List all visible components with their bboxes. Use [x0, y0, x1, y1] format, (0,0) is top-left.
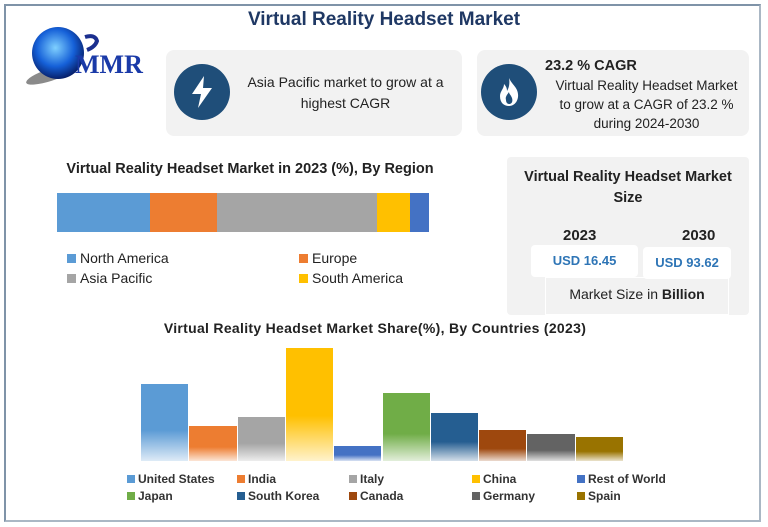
flame-icon — [481, 64, 537, 120]
infographic-frame — [4, 4, 761, 522]
legend-swatch — [67, 253, 76, 263]
value-2030: USD 93.62 — [643, 247, 731, 279]
legend-item: United States — [127, 472, 215, 486]
legend-item: China — [472, 472, 516, 486]
highlight-text: Asia Pacific market to grow at a highest… — [247, 74, 444, 111]
legend-label: Asia Pacific — [80, 270, 153, 286]
legend-label: Italy — [360, 472, 385, 486]
region-segment — [216, 193, 377, 232]
legend-item: Italy — [349, 472, 384, 486]
legend-label: Spain — [588, 489, 621, 503]
country-bar — [285, 348, 334, 461]
note-unit: Billion — [661, 286, 705, 302]
legend-item: Asia Pacific — [67, 270, 152, 286]
legend-swatch — [472, 492, 480, 500]
legend-label: Canada — [360, 489, 404, 503]
note-text: Market Size in — [569, 286, 662, 302]
region-segment — [410, 193, 429, 232]
region-stacked-bar — [57, 193, 429, 232]
country-bar — [334, 446, 382, 461]
lightning-icon — [174, 64, 230, 120]
region-chart-title: Virtual Reality Headset Market in 2023 (… — [66, 161, 434, 177]
country-bar — [382, 392, 430, 461]
market-size-card: Virtual Reality Headset Market Size 2023… — [507, 157, 749, 315]
region-segment — [150, 193, 217, 232]
legend-swatch — [237, 475, 245, 483]
country-bar — [575, 436, 623, 461]
legend-swatch — [577, 492, 585, 500]
highlight-card-cagr: 23.2 % CAGR Virtual Reality Headset Mark… — [477, 50, 749, 136]
logo: MMR — [15, 25, 160, 85]
legend-swatch — [299, 273, 308, 283]
country-bar — [430, 412, 479, 461]
country-bar — [527, 433, 575, 461]
legend-swatch — [299, 253, 308, 263]
logo-text: MMR — [75, 50, 143, 79]
region-segment — [57, 193, 150, 232]
legend-item: Germany — [472, 489, 535, 503]
country-chart-title: Virtual Reality Headset Market Share(%),… — [163, 320, 587, 336]
country-legend: United States India Italy China Rest of Worl… — [127, 472, 672, 508]
country-bar-chart — [141, 340, 624, 461]
legend-label: Europe — [312, 250, 358, 266]
legend-label: Japan — [138, 489, 173, 503]
legend-label: Germany — [483, 489, 536, 503]
legend-item: Rest of World — [577, 472, 666, 486]
region-legend: North America Europe Asia Pacific South … — [67, 250, 447, 294]
highlight-card-region: Asia Pacific market to grow at a highest… — [166, 50, 462, 136]
legend-swatch — [349, 475, 357, 483]
legend-item: Spain — [577, 489, 621, 503]
legend-label: North America — [80, 250, 169, 266]
legend-swatch — [472, 475, 480, 483]
legend-swatch — [127, 492, 135, 500]
legend-label: China — [483, 472, 517, 486]
legend-item: South Korea — [237, 489, 319, 503]
cagr-heading: 23.2 % CAGR — [545, 58, 637, 74]
country-bar — [189, 425, 237, 461]
year-2023: 2023 — [563, 227, 597, 244]
market-size-note: Market Size in Billion — [545, 277, 729, 315]
legend-label: United States — [138, 472, 215, 486]
legend-item: North America — [67, 250, 169, 266]
country-bar — [479, 430, 527, 461]
legend-item: South America — [299, 270, 403, 286]
legend-item: India — [237, 472, 276, 486]
year-2030: 2030 — [682, 227, 716, 244]
region-segment — [376, 193, 411, 232]
legend-label: Rest of World — [588, 472, 666, 486]
legend-swatch — [349, 492, 357, 500]
market-size-title: Virtual Reality Headset Market Size — [524, 169, 732, 206]
country-bar — [237, 417, 285, 461]
country-bar — [141, 383, 189, 461]
legend-item: Europe — [299, 250, 357, 266]
legend-label: South Korea — [248, 489, 320, 503]
legend-swatch — [577, 475, 585, 483]
legend-item: Canada — [349, 489, 403, 503]
globe-icon — [26, 27, 100, 85]
cagr-text: Virtual Reality Headset Market to grow a… — [555, 78, 738, 131]
legend-swatch — [127, 475, 135, 483]
legend-label: India — [248, 472, 277, 486]
legend-label: South America — [312, 270, 404, 286]
page-title: Virtual Reality Headset Market — [247, 9, 521, 30]
legend-swatch — [67, 273, 76, 283]
legend-swatch — [237, 492, 245, 500]
legend-item: Japan — [127, 489, 173, 503]
value-2023: USD 16.45 — [531, 245, 638, 277]
